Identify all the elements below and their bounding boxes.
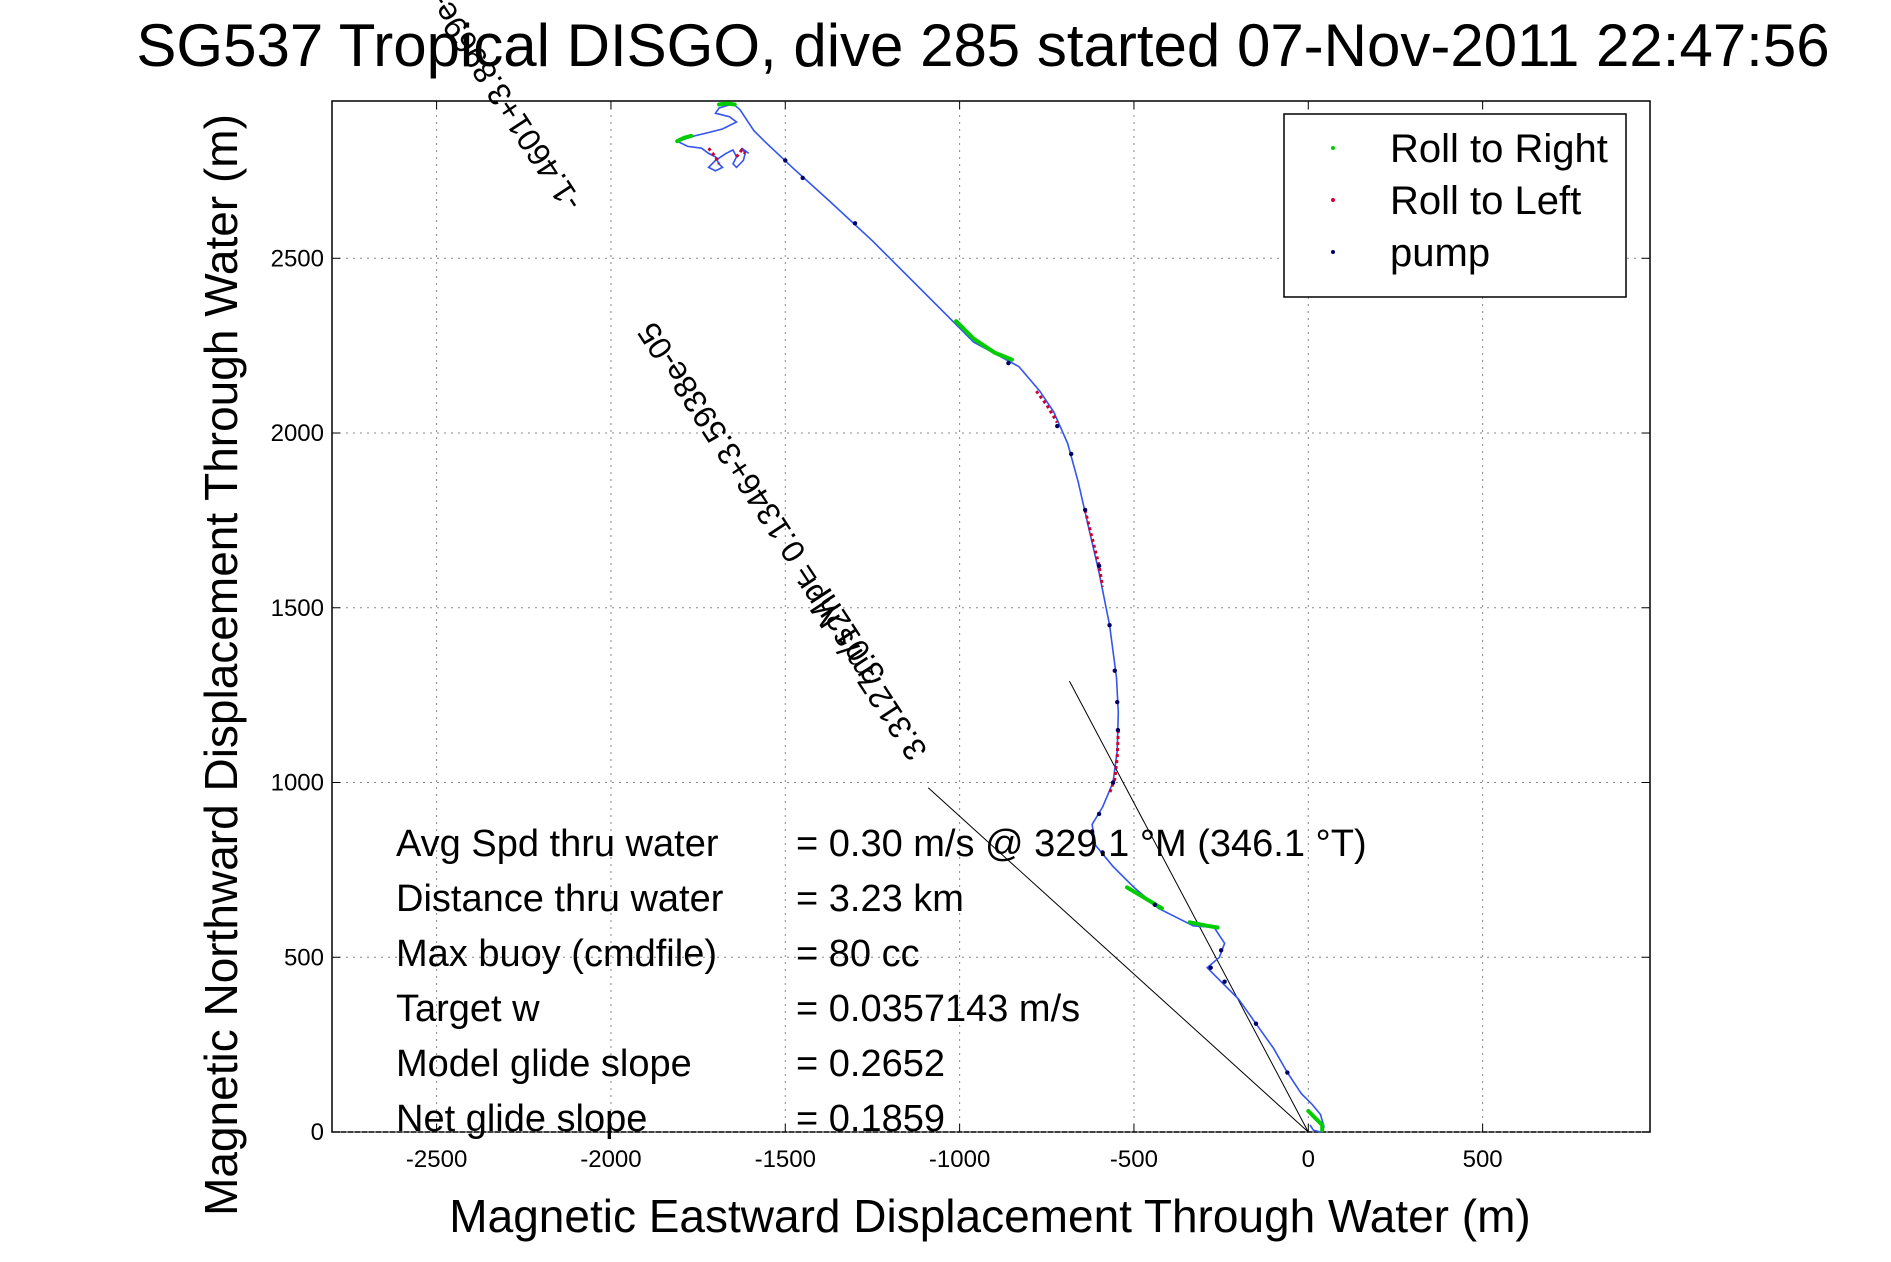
stat-value: = 0.30 m/s @ 329.1 °M (346.1 °T) bbox=[796, 823, 1367, 865]
stats-block: Avg Spd thru water = 0.30 m/s @ 329.1 °M … bbox=[396, 823, 1367, 1140]
stat-label: Avg Spd thru water bbox=[396, 823, 719, 865]
fit-line bbox=[927, 787, 1309, 1133]
x-tick-label: -1000 bbox=[929, 1146, 990, 1173]
roll-left-segment bbox=[735, 147, 747, 158]
tick-labels: -2500 -2000 -1500 -1000 -500 0 500 0 500 1000 1500… bbox=[271, 101, 1650, 1173]
pump-point bbox=[1107, 623, 1112, 628]
y-tick-label: 2500 bbox=[271, 245, 324, 272]
pump-point bbox=[1115, 699, 1120, 705]
pump-point bbox=[1096, 563, 1102, 569]
roll-left-segment bbox=[1108, 730, 1120, 794]
roll-left-segment bbox=[1035, 390, 1059, 424]
chart-title: SG537 Tropical DISGO, dive 285 started 0… bbox=[136, 12, 1829, 79]
series-layer bbox=[674, 101, 1325, 1133]
pump-point bbox=[1253, 1021, 1259, 1026]
pump-point bbox=[1152, 902, 1158, 908]
pump-point bbox=[1110, 780, 1116, 785]
stat-value: = 80 cc bbox=[796, 933, 920, 975]
pump-point bbox=[852, 221, 858, 226]
y-tick-label: 1500 bbox=[271, 595, 324, 622]
legend-marker bbox=[1331, 250, 1335, 254]
fit-lines bbox=[927, 680, 1309, 1133]
pump-point bbox=[1082, 507, 1088, 513]
legend-entries: Roll to Right Roll to Left pump bbox=[1331, 127, 1608, 275]
y-tick-label: 0 bbox=[311, 1119, 324, 1146]
pump-point bbox=[1055, 423, 1060, 429]
pump-point bbox=[1285, 1070, 1290, 1075]
y-axis-label: Magnetic Northward Displacement Through … bbox=[195, 114, 247, 1216]
roll-right-segment bbox=[1306, 1109, 1325, 1133]
x-tick-label: -500 bbox=[1110, 1146, 1158, 1173]
pump-point bbox=[783, 158, 788, 163]
stat-label: Distance thru water bbox=[396, 878, 724, 920]
x-tick-label: 0 bbox=[1302, 1146, 1315, 1173]
stat-label: Target w bbox=[396, 988, 540, 1030]
pump-point bbox=[1006, 360, 1011, 366]
pump-point bbox=[1089, 829, 1095, 834]
legend-label: pump bbox=[1390, 231, 1490, 275]
pump-point bbox=[1096, 811, 1102, 817]
x-tick-label: -2500 bbox=[406, 1146, 467, 1173]
fit-line bbox=[1069, 680, 1309, 1133]
pump-point bbox=[1068, 451, 1074, 457]
y-tick-label: 1000 bbox=[271, 770, 324, 797]
legend-marker bbox=[1331, 198, 1335, 202]
stat-value: = 0.0357143 m/s bbox=[796, 988, 1080, 1030]
pump-point bbox=[1112, 668, 1117, 673]
track-line bbox=[720, 102, 1325, 1133]
x-tick-label: 500 bbox=[1463, 1146, 1503, 1173]
stat-value: = 0.2652 bbox=[796, 1043, 945, 1085]
legend-box bbox=[1283, 113, 1627, 298]
x-tick-label: -2000 bbox=[580, 1146, 641, 1173]
legend: Roll to Right Roll to Left pump bbox=[1283, 113, 1627, 298]
legend-label: Roll to Left bbox=[1390, 179, 1581, 223]
legend-marker bbox=[1331, 146, 1335, 150]
stat-value: = 0.1859 bbox=[796, 1098, 945, 1140]
pump-point bbox=[1115, 727, 1121, 733]
y-tick-label: 2000 bbox=[271, 420, 324, 447]
pump-point bbox=[1208, 965, 1213, 970]
pump-point bbox=[1218, 948, 1224, 953]
roll-right-segment bbox=[954, 319, 1014, 362]
stat-label: Net glide slope bbox=[396, 1098, 647, 1140]
start-loop-line bbox=[674, 103, 750, 172]
roll-right-segment bbox=[675, 133, 694, 144]
pump-point bbox=[1100, 850, 1105, 855]
x-tick-label: -1500 bbox=[755, 1146, 816, 1173]
roll-right-segment bbox=[717, 101, 737, 107]
y-tick-label: 500 bbox=[284, 944, 324, 971]
roll-right-segment bbox=[1187, 920, 1220, 930]
pump-point bbox=[800, 175, 805, 181]
stat-label: Max buoy (cmdfile) bbox=[396, 933, 717, 975]
x-axis-label: Magnetic Eastward Displacement Through W… bbox=[449, 1190, 1530, 1242]
stat-value: = 3.23 km bbox=[796, 878, 964, 920]
legend-label: Roll to Right bbox=[1390, 127, 1608, 171]
stat-label: Model glide slope bbox=[396, 1043, 692, 1085]
roll-left-segment bbox=[1083, 509, 1105, 588]
grid-lines bbox=[332, 101, 1650, 1133]
pump-point bbox=[1222, 979, 1227, 984]
